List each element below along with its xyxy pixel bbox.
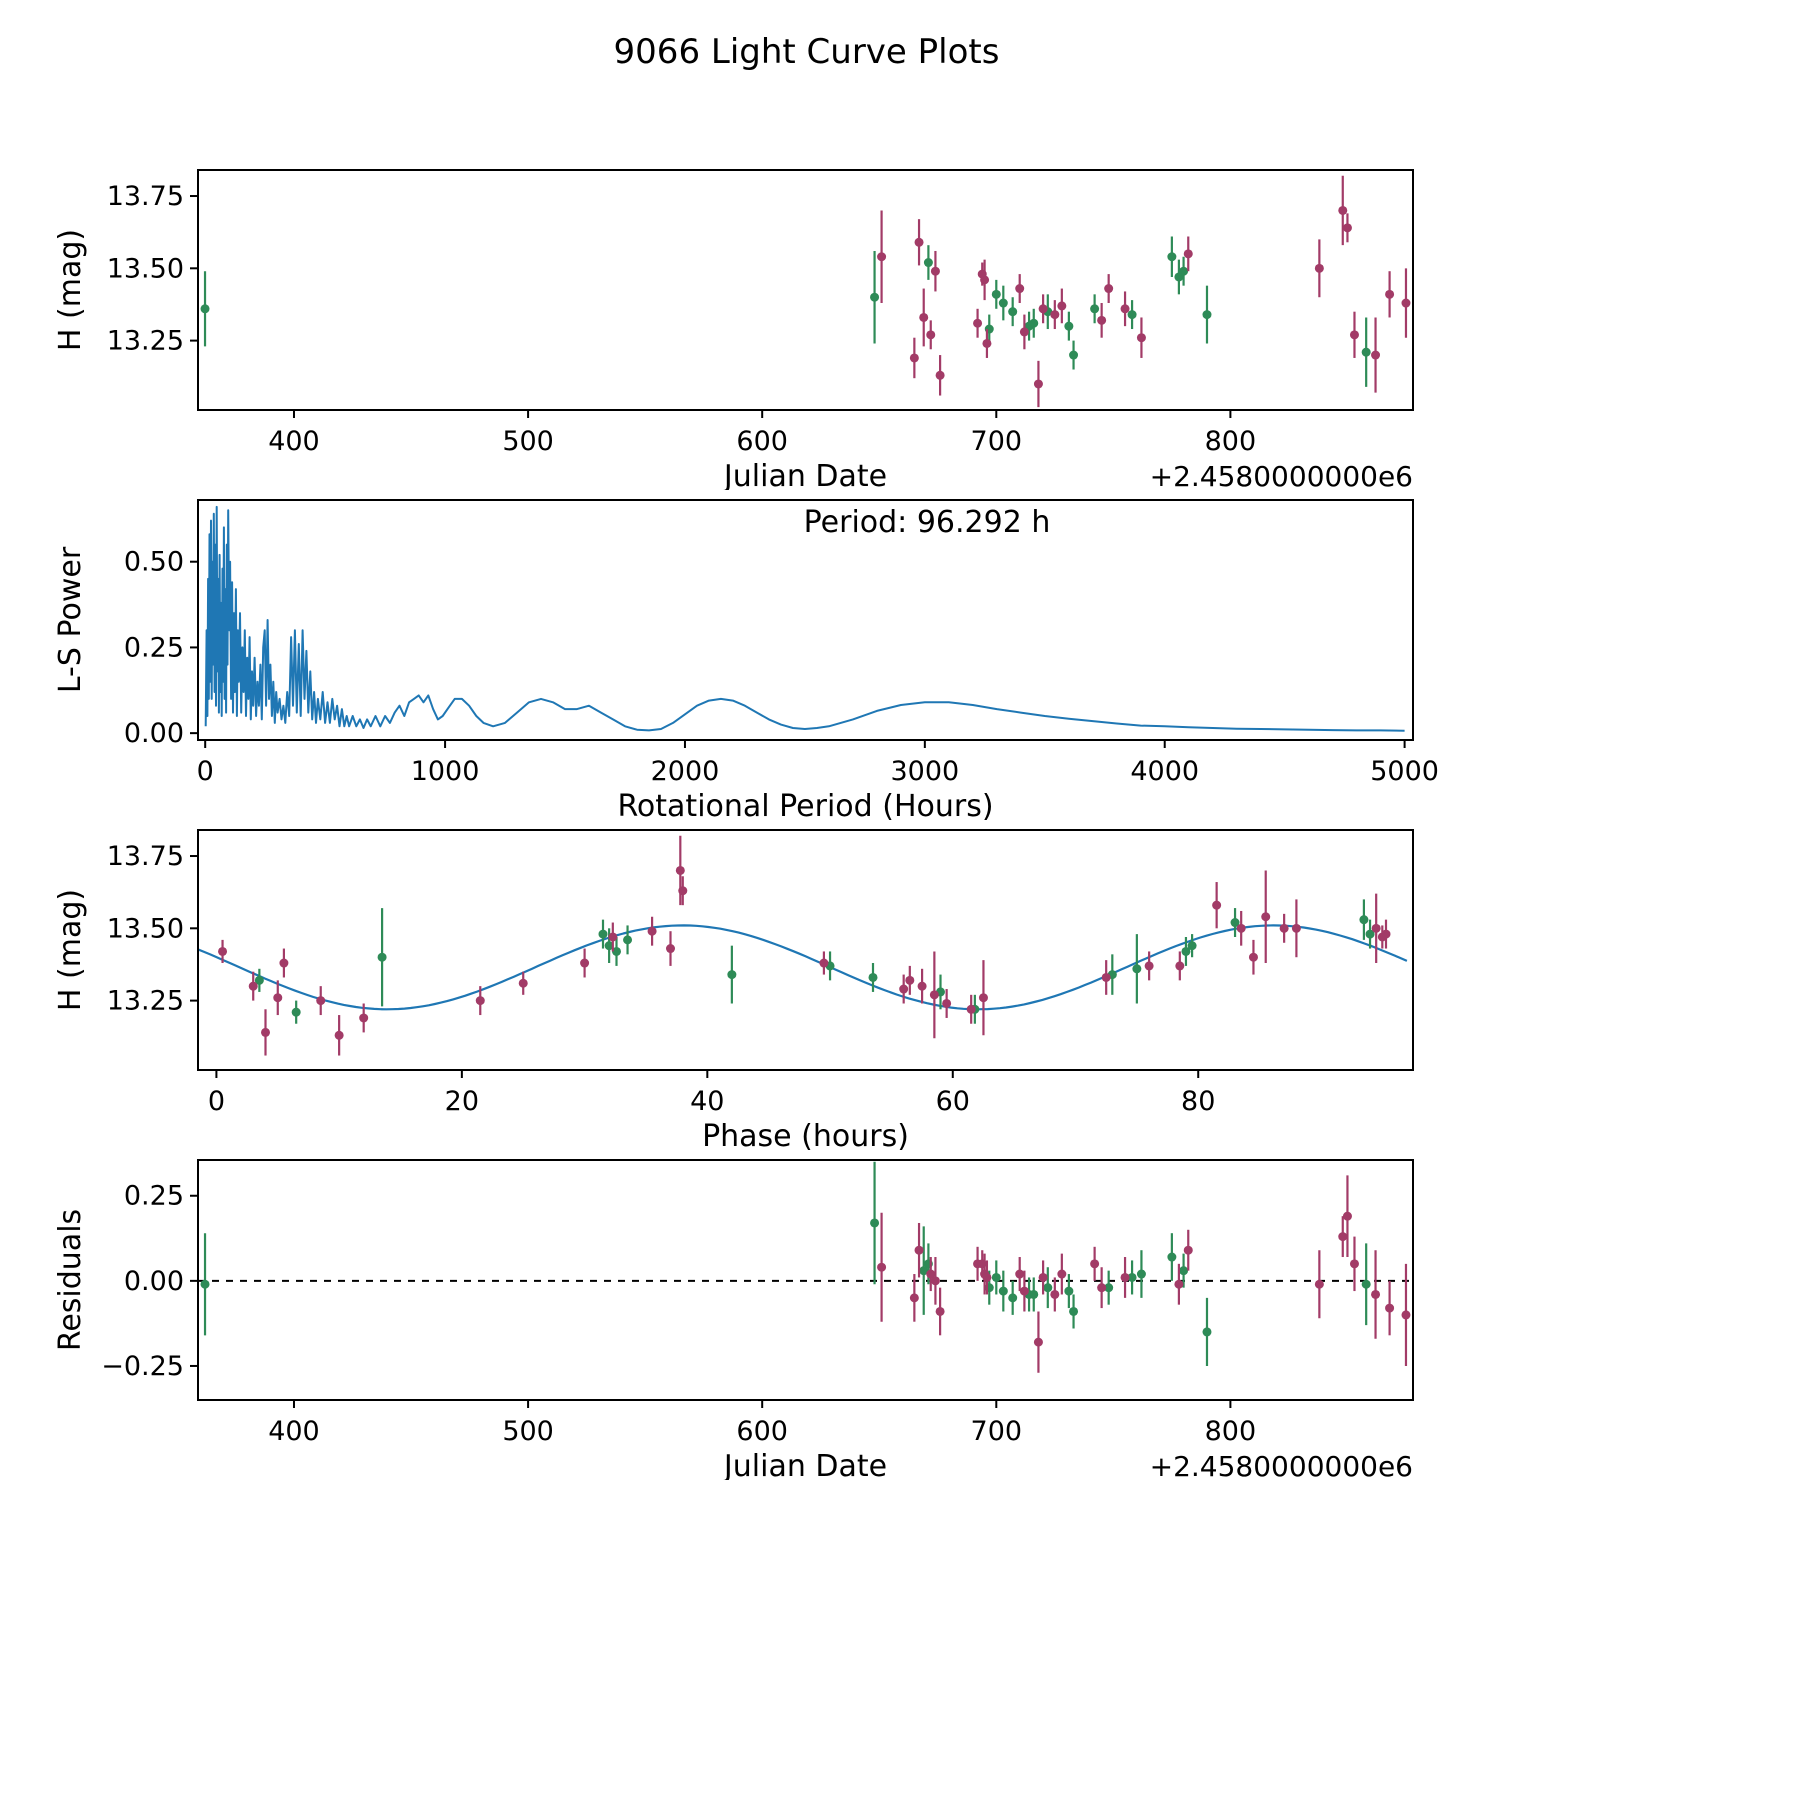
- svg-text:4000: 4000: [1130, 756, 1199, 787]
- svg-text:0.50: 0.50: [124, 547, 184, 578]
- svg-text:+2.4580000000e6: +2.4580000000e6: [1150, 1450, 1413, 1480]
- svg-text:Residuals: Residuals: [53, 1209, 88, 1351]
- svg-text:13.75: 13.75: [107, 181, 184, 212]
- svg-text:0: 0: [197, 756, 214, 787]
- svg-text:400: 400: [268, 426, 320, 457]
- svg-text:H (mag): H (mag): [53, 229, 88, 351]
- svg-text:13.25: 13.25: [107, 326, 184, 357]
- svg-text:Rotational Period (Hours): Rotational Period (Hours): [617, 789, 993, 820]
- svg-text:Phase (hours): Phase (hours): [702, 1119, 909, 1150]
- svg-text:Julian Date: Julian Date: [722, 459, 887, 490]
- svg-text:13.50: 13.50: [107, 253, 184, 284]
- svg-text:800: 800: [1205, 426, 1257, 457]
- periodogram-panel: 0 1000 2000 3000 4000 5000 0.00 0.25 0.50 Rotatio…: [53, 499, 1439, 820]
- svg-text:20: 20: [445, 1086, 479, 1117]
- svg-text:600: 600: [736, 1416, 788, 1447]
- svg-text:40: 40: [690, 1086, 724, 1117]
- jd-magnitude-panel: 400 500 600 700 800 13.25 13.50 13.75 Julian Dat…: [53, 169, 1414, 490]
- svg-text:1000: 1000: [411, 756, 480, 787]
- svg-text:80: 80: [1181, 1086, 1215, 1117]
- svg-text:500: 500: [502, 1416, 554, 1447]
- svg-text:H (mag): H (mag): [53, 889, 88, 1011]
- residuals-panel: 400 500 600 700 800 −0.25 0.00 0.25 Julian Date R…: [53, 1159, 1414, 1480]
- svg-text:5000: 5000: [1370, 756, 1439, 787]
- svg-text:0.00: 0.00: [124, 1266, 184, 1297]
- svg-text:700: 700: [971, 1416, 1023, 1447]
- svg-text:3000: 3000: [890, 756, 959, 787]
- svg-text:Period: 96.292 h: Period: 96.292 h: [804, 505, 1051, 540]
- svg-text:700: 700: [971, 426, 1023, 457]
- svg-text:400: 400: [268, 1416, 320, 1447]
- svg-text:13.50: 13.50: [107, 913, 184, 944]
- phase-curve-panel: 0 20 40 60 80 13.25 13.50 13.75 Phase (hours) H (…: [53, 829, 1414, 1150]
- svg-text:800: 800: [1205, 1416, 1257, 1447]
- svg-text:13.75: 13.75: [107, 841, 184, 872]
- figure-title: 9066 Light Curve Plots: [613, 32, 1000, 72]
- svg-text:600: 600: [736, 426, 788, 457]
- svg-text:500: 500: [502, 426, 554, 457]
- svg-text:0.00: 0.00: [124, 718, 184, 749]
- svg-text:2000: 2000: [651, 756, 720, 787]
- svg-text:L-S Power: L-S Power: [53, 546, 88, 693]
- svg-text:+2.4580000000e6: +2.4580000000e6: [1150, 460, 1413, 490]
- svg-text:0: 0: [208, 1086, 225, 1117]
- svg-text:−0.25: −0.25: [101, 1351, 184, 1382]
- svg-text:Julian Date: Julian Date: [722, 1449, 887, 1480]
- svg-text:0.25: 0.25: [124, 632, 184, 663]
- svg-text:0.25: 0.25: [124, 1181, 184, 1212]
- svg-text:13.25: 13.25: [107, 986, 184, 1017]
- svg-text:60: 60: [936, 1086, 970, 1117]
